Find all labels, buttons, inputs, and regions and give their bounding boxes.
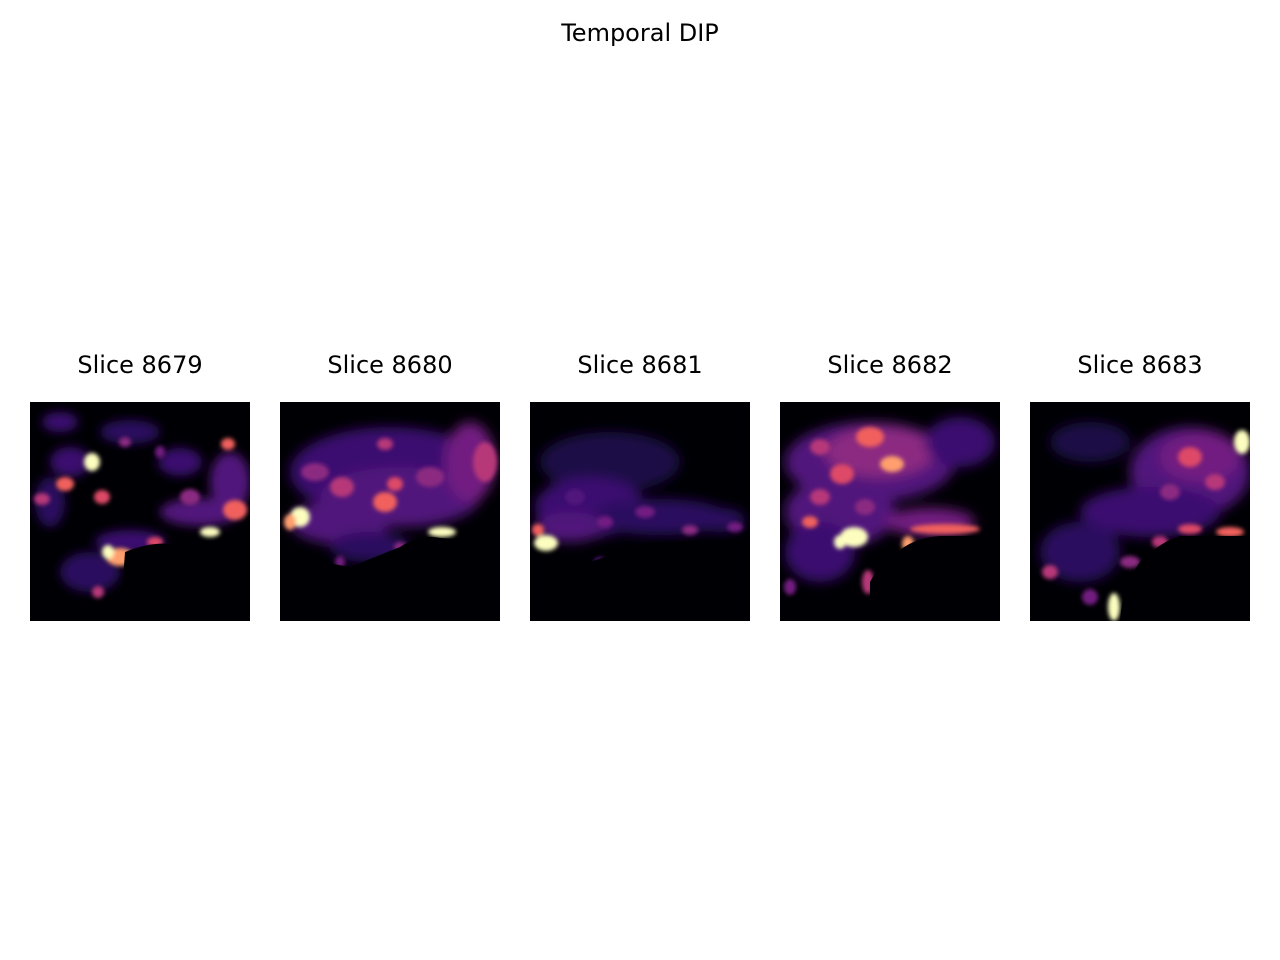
slice-title: Slice 8680: [327, 351, 453, 379]
slice-image: [1030, 402, 1250, 621]
slice-image: [30, 402, 250, 621]
slice-panel-4: Slice 8682: [780, 351, 1000, 621]
figure-title: Temporal DIP: [561, 19, 719, 47]
slice-panel-5: Slice 8683: [1030, 351, 1250, 621]
slice-panel-2: Slice 8680: [280, 351, 500, 621]
slice-image: [280, 402, 500, 621]
slice-panel-1: Slice 8679: [30, 351, 250, 621]
slice-title: Slice 8681: [577, 351, 703, 379]
slice-image: [780, 402, 1000, 621]
slice-title: Slice 8683: [1077, 351, 1203, 379]
slice-image: [530, 402, 750, 621]
slice-title: Slice 8679: [77, 351, 203, 379]
slice-title: Slice 8682: [827, 351, 953, 379]
slice-panel-3: Slice 8681: [530, 351, 750, 621]
